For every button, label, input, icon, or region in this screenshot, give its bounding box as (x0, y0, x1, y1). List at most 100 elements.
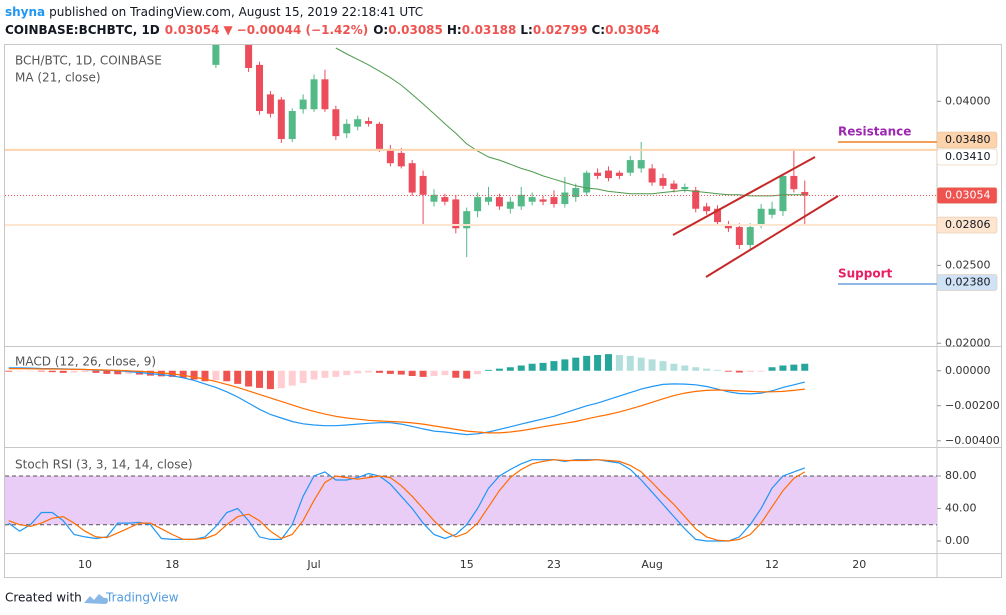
candle-body (757, 208, 765, 225)
histogram-bar (790, 364, 798, 371)
trendline (705, 195, 839, 278)
candle-body (441, 197, 449, 202)
y-tick-label: 0.00000 (945, 364, 991, 377)
histogram-bar (474, 370, 482, 375)
histogram-bar (550, 361, 558, 371)
histogram-bar (59, 370, 67, 373)
histogram-bar (103, 370, 111, 374)
stoch-pane (5, 459, 937, 542)
x-tick-label: 20 (852, 558, 866, 571)
histogram-bar (495, 368, 503, 371)
histogram-bar (801, 363, 809, 371)
y-tick-label: 0.00 (945, 534, 970, 547)
author: shyna (5, 5, 45, 19)
symbol-line: COINBASE:BCHBTC, 1D 0.03054 ▼ −0.00044 (−1.… (5, 23, 660, 37)
histogram-bar (48, 370, 56, 373)
histogram-bar (452, 370, 460, 378)
candle-body (463, 211, 471, 229)
histogram-bar (430, 370, 438, 376)
histogram-bar (583, 355, 591, 371)
histogram-bar (779, 365, 787, 371)
candle-body (212, 45, 220, 65)
annotation: Resistance (838, 125, 911, 139)
macd-line (8, 367, 805, 436)
candle-body (670, 183, 678, 190)
candle-body (485, 197, 493, 202)
x-tick-label: Aug (641, 558, 662, 571)
histogram-bar (332, 370, 340, 377)
candle-body (299, 99, 307, 110)
price-tag (936, 216, 998, 234)
candle-body (408, 163, 416, 193)
histogram-bar (157, 370, 165, 377)
candle-body (528, 197, 536, 202)
y-tick-label: 0.04000 (945, 94, 991, 107)
frame (4, 44, 1002, 578)
ohlc-key: C: (591, 23, 605, 37)
histogram-bar (27, 370, 35, 372)
histogram-bar (256, 370, 264, 388)
histogram-bar (212, 370, 220, 381)
y-tick-label: 40.00 (945, 501, 977, 514)
histogram-bar (703, 368, 711, 371)
candle-body (703, 206, 711, 212)
histogram-bar (594, 355, 602, 371)
candle-body (288, 111, 296, 140)
histogram-bar (463, 370, 471, 379)
ma-line (335, 47, 805, 197)
histogram-bar (70, 370, 78, 373)
histogram-bar (485, 369, 493, 371)
histogram-bar (648, 359, 656, 371)
histogram-bar (604, 354, 612, 371)
candle-body (572, 188, 580, 198)
candle-body (506, 201, 514, 209)
histogram-bar (419, 370, 427, 377)
price-tag (936, 148, 998, 166)
histogram-bar (441, 370, 449, 376)
y-tick-label: 0.02500 (945, 258, 991, 271)
histogram-bar (343, 370, 351, 376)
histogram-bar (572, 357, 580, 371)
candle-body (648, 168, 656, 183)
histogram-bar (528, 363, 536, 371)
ohlc-key: L: (520, 23, 532, 37)
x-tick-label: 12 (765, 558, 779, 571)
histogram-bar (92, 370, 100, 373)
candle-body (583, 172, 591, 193)
trendline (672, 156, 816, 236)
candle-body (256, 64, 264, 112)
candle-body (714, 208, 722, 223)
y-tick-label: −0.00200 (945, 399, 1000, 412)
histogram-bar (190, 370, 198, 380)
candle-body (354, 119, 362, 127)
histogram-bar (724, 370, 732, 372)
y-tick-label: 0.02000 (945, 336, 991, 349)
histogram-bar (223, 370, 231, 382)
candle-body (801, 191, 809, 196)
candle-body (659, 178, 667, 186)
ohlc-key: O: (373, 23, 388, 37)
candle-body (365, 121, 373, 124)
candle-body (626, 160, 634, 173)
symbol: COINBASE:BCHBTC, 1D (5, 23, 160, 37)
candle-body (604, 170, 612, 179)
candle-body (779, 175, 787, 212)
candle-body (735, 227, 743, 246)
candle-body (746, 227, 754, 246)
pane-title: BCH/BTC, 1D, COINBASE (15, 54, 162, 68)
candle-body (561, 192, 569, 205)
histogram-bar (310, 370, 318, 380)
price-tag-label: 0.03054 (945, 188, 991, 201)
price-tag-label: 0.03410 (945, 150, 991, 163)
histogram-bar (386, 370, 394, 374)
close-value: 0.03054 (605, 23, 660, 37)
histogram-bar (321, 370, 329, 378)
candle-body (768, 208, 776, 215)
brand-logo (84, 594, 108, 604)
candle-body (550, 197, 558, 205)
annotation: Support (838, 267, 893, 281)
candle-body (245, 45, 253, 69)
price-tag (936, 131, 998, 149)
